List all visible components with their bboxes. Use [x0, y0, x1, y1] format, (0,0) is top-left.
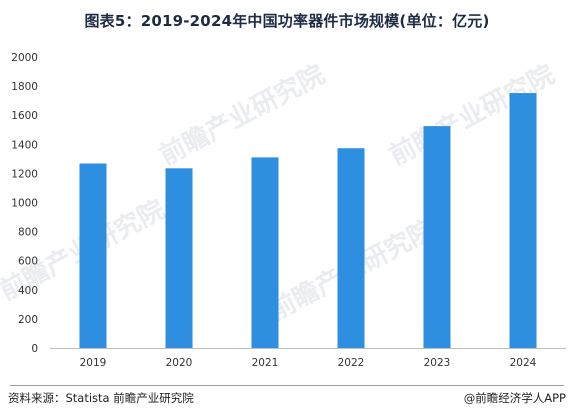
y-tick-label: 2000 [11, 52, 38, 64]
bar [251, 157, 279, 348]
bar [337, 148, 365, 348]
bars [79, 93, 537, 348]
x-tick-label: 2022 [338, 357, 365, 369]
bar [509, 93, 537, 348]
chart-title: 图表5：2019-2024年中国功率器件市场规模(单位：亿元) [84, 12, 490, 30]
bar [423, 126, 451, 348]
x-tick-label: 2024 [510, 357, 537, 369]
y-tick-label: 200 [18, 314, 38, 326]
x-axis: 2019 2020 2021 2022 2023 2024 [80, 357, 537, 369]
brand-handle: @前瞻经济学人APP [463, 391, 566, 405]
y-tick-label: 0 [31, 343, 38, 355]
y-tick-label: 1400 [11, 139, 38, 151]
y-axis: 0 200 400 600 800 1000 1200 1400 1600 1800 2000 [11, 52, 566, 355]
bar [79, 163, 107, 348]
y-tick-label: 1200 [11, 168, 38, 180]
y-tick-label: 800 [18, 227, 38, 239]
y-tick-label: 400 [18, 285, 38, 297]
y-tick-label: 1800 [11, 81, 38, 93]
x-tick-label: 2019 [80, 357, 107, 369]
bar [165, 168, 193, 348]
bar-chart: 0 200 400 600 800 1000 1200 1400 1600 1800 2000 20… [11, 52, 566, 369]
x-tick-label: 2023 [424, 357, 451, 369]
x-tick-label: 2020 [166, 357, 193, 369]
y-tick-label: 1600 [11, 110, 38, 122]
source-note: 资料来源：Statista 前瞻产业研究院 [8, 391, 194, 405]
footer-divider [10, 385, 564, 386]
y-tick-label: 600 [18, 256, 38, 268]
x-tick-label: 2021 [252, 357, 279, 369]
y-tick-label: 1000 [11, 198, 38, 210]
